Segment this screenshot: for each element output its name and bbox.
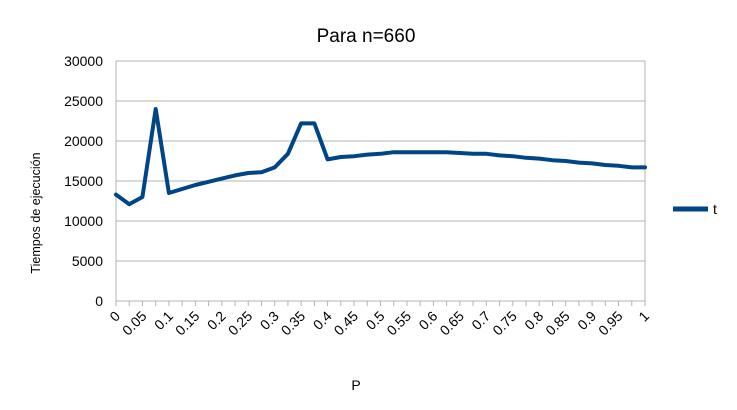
x-tick-label: 0.25 (225, 308, 256, 339)
y-tick-label: 5000 (72, 253, 103, 269)
x-tick-label: 0.95 (595, 308, 626, 339)
legend-label-t: t (713, 201, 717, 217)
x-tick-label: 0 (106, 308, 123, 325)
x-tick-label: 0.7 (468, 308, 493, 333)
y-tick-labels: 0 5000 10000 15000 20000 25000 30000 (64, 53, 103, 309)
x-axis-label: P (351, 377, 360, 393)
x-tick-label: 0.85 (542, 308, 573, 339)
series-group (114, 107, 647, 207)
x-tick-label: 0.1 (151, 308, 176, 333)
x-tick-label: 0.55 (383, 308, 414, 339)
x-tick-label: 0.4 (310, 308, 335, 333)
legend: t (673, 201, 717, 217)
x-tick-label: 0.9 (574, 308, 599, 333)
x-tick-label: 1 (635, 308, 652, 325)
y-tick-label: 30000 (64, 53, 103, 69)
x-tick-label: 0.75 (489, 308, 520, 339)
series-line-t (114, 107, 647, 207)
x-tick-label: 0.45 (331, 308, 362, 339)
x-tick-label: 0.6 (415, 308, 440, 333)
x-tick-label: 0.35 (278, 308, 309, 339)
x-tick-labels: 00.05 0.10.15 0.20.25 0.30.35 0.40.45 0.50.55… (106, 308, 652, 339)
x-tick-label: 0.15 (172, 308, 203, 339)
x-tick-label: 0.65 (436, 308, 467, 339)
y-axis-label: Tiempos de ejecución (29, 152, 43, 273)
x-tick-label: 0.3 (257, 308, 282, 333)
x-tick-label: 0.2 (204, 308, 229, 333)
x-tick-label: 0.05 (119, 308, 150, 339)
y-tick-label: 25000 (64, 93, 103, 109)
chart-title: Para n=660 (317, 26, 416, 47)
x-tick-label: 0.5 (363, 308, 388, 333)
x-tick-label: 0.8 (521, 308, 546, 333)
axes (115, 61, 646, 306)
y-tick-label: 0 (95, 293, 103, 309)
y-tick-label: 15000 (64, 173, 103, 189)
y-tick-label: 20000 (64, 133, 103, 149)
y-tick-label: 10000 (64, 213, 103, 229)
